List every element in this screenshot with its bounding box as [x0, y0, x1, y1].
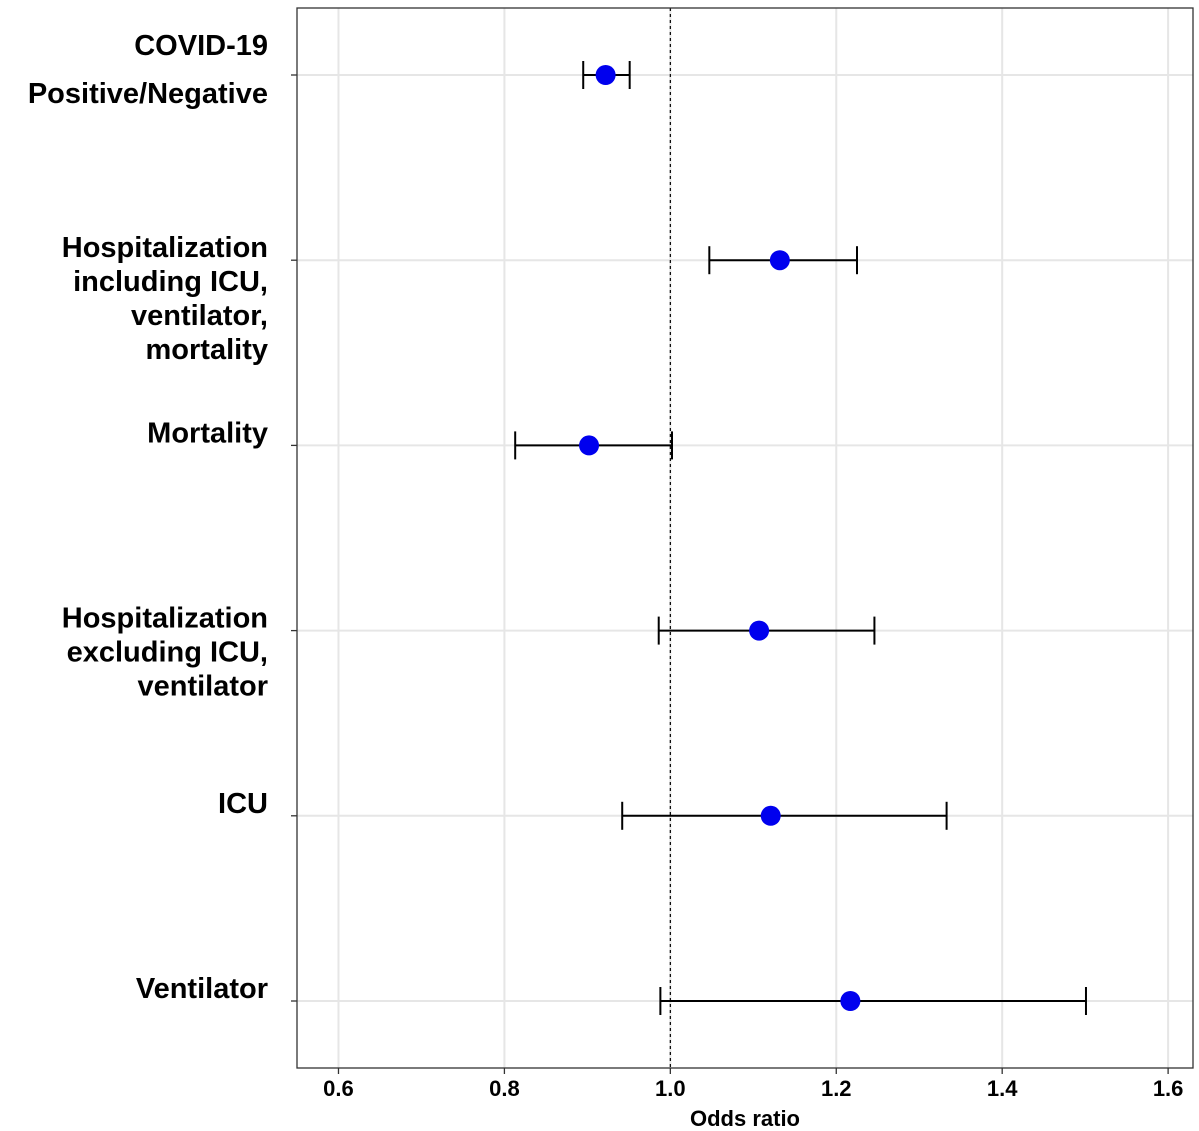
- category-label-line: Mortality: [147, 417, 268, 449]
- category-label: Hospitalization including ICU, ventilator,…: [62, 232, 268, 366]
- category-label-line: mortality: [146, 334, 268, 366]
- x-tick-labels: 0.6 0.8 1.0 1.2 1.4 1.6: [323, 1076, 1183, 1101]
- plot-frame: [291, 7, 1194, 1074]
- category-label-line: ventilator: [137, 671, 268, 703]
- category-label-line: including ICU,: [73, 266, 268, 298]
- point-estimate: [840, 991, 861, 1011]
- x-tick-label: 0.6: [323, 1076, 354, 1101]
- ci-whisker: [621, 801, 948, 830]
- ci-whisker: [659, 987, 1087, 1015]
- point-estimate: [579, 435, 600, 456]
- point-estimates: [579, 65, 861, 1011]
- category-label-line: Hospitalization: [62, 232, 268, 264]
- category-label: Mortality: [147, 417, 268, 449]
- category-label-line: Ventilator: [136, 973, 268, 1005]
- category-label-line: Hospitalization: [62, 603, 268, 635]
- x-tick-label: 1.2: [821, 1076, 852, 1101]
- category-label-line: ventilator,: [131, 300, 268, 332]
- category-label: Ventilator: [136, 973, 268, 1005]
- category-label: Hospitalization excluding ICU, ventilator: [62, 603, 268, 703]
- category-label-line: COVID-19: [134, 30, 268, 62]
- point-estimate: [760, 805, 781, 826]
- x-tick-label: 1.4: [987, 1076, 1018, 1101]
- point-estimate: [749, 620, 770, 641]
- x-tick-label: 0.8: [489, 1076, 520, 1101]
- category-label: ICU: [218, 788, 268, 820]
- category-label-line: excluding ICU,: [67, 637, 268, 669]
- category-label: COVID-19 Positive/Negative: [28, 30, 268, 110]
- category-label-line: Positive/Negative: [28, 78, 268, 110]
- confidence-intervals: [514, 61, 1087, 1015]
- x-axis-title: Odds ratio: [690, 1106, 800, 1131]
- x-tick-label: 1.0: [655, 1076, 686, 1101]
- x-tick-label: 1.6: [1153, 1076, 1184, 1101]
- grid-lines: [297, 8, 1193, 1068]
- point-estimate: [769, 250, 790, 271]
- point-estimate: [595, 65, 616, 85]
- category-label-line: ICU: [218, 788, 268, 820]
- category-labels: COVID-19 Positive/Negative Hospitalization…: [28, 30, 268, 1005]
- plot-border: [296, 7, 1194, 1069]
